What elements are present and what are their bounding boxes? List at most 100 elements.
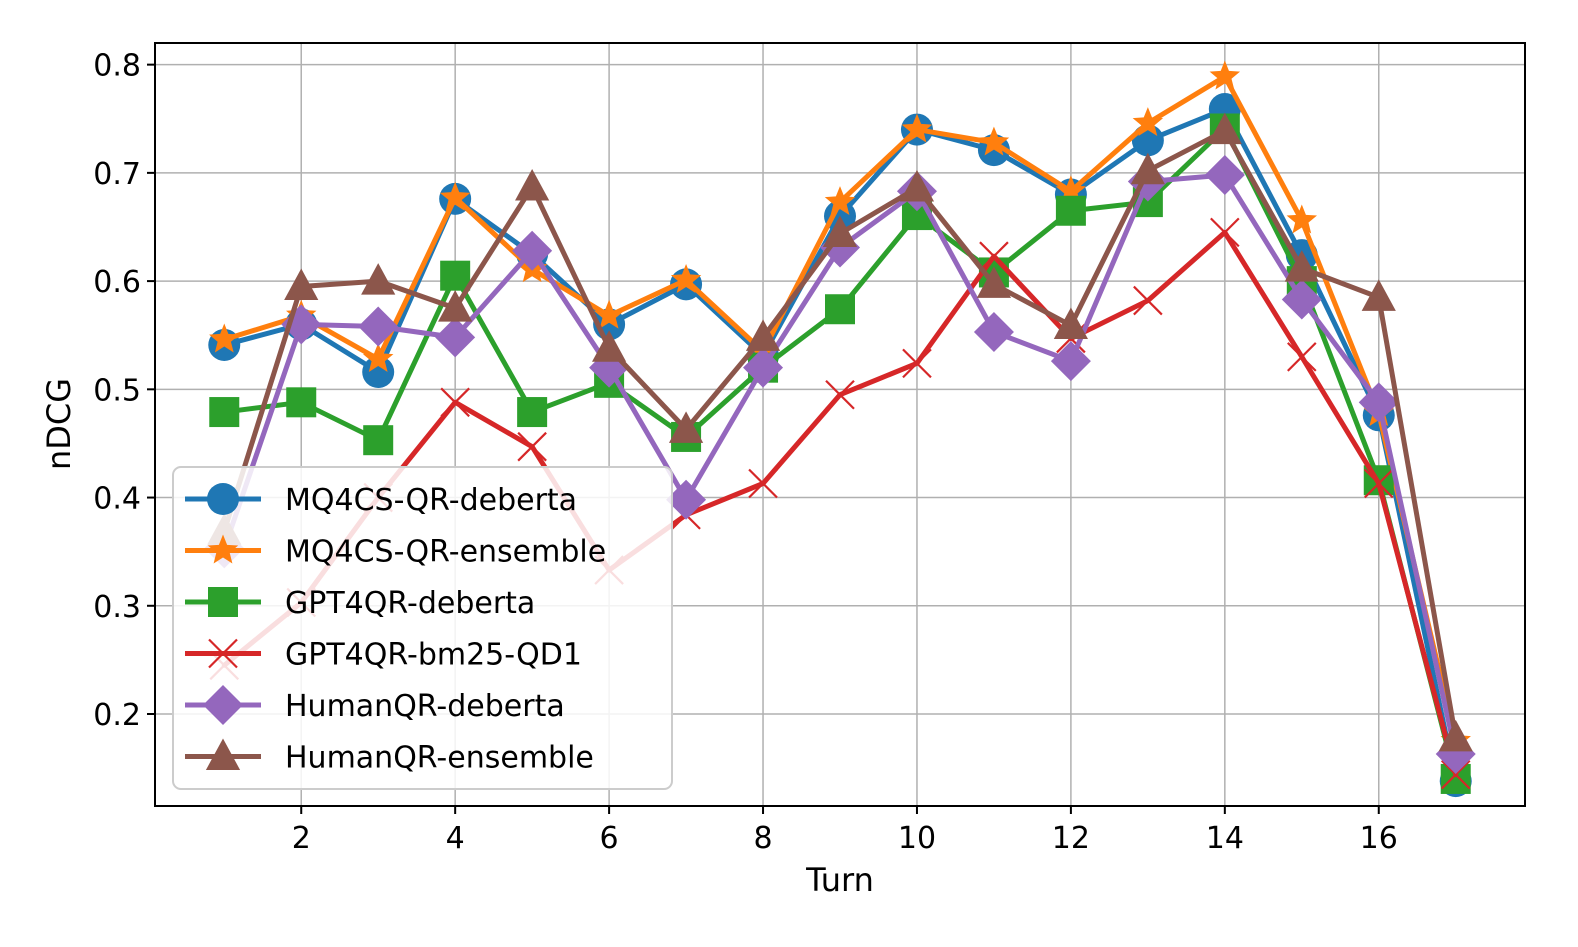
axis-ticks: 2 4 6 8 10 12 14 16 0.2 0.3 0.4 0.5 0.6 0.7 0.8 [93, 49, 1398, 856]
legend-marker [203, 685, 243, 725]
data-point [668, 411, 704, 443]
data-point [1209, 60, 1241, 90]
data-point [1210, 217, 1240, 248]
data-point [1053, 307, 1088, 339]
legend-box [172, 466, 673, 790]
data-point [517, 397, 548, 428]
data-point [1050, 341, 1091, 382]
y-tick-label: 0.8 [93, 49, 141, 84]
data-point [825, 379, 855, 410]
y-tick-label: 0.4 [93, 482, 141, 517]
data-point [440, 260, 471, 291]
data-point [435, 317, 476, 358]
data-point [362, 356, 395, 389]
data-point [286, 387, 317, 418]
data-point [1284, 250, 1319, 282]
data-point [1207, 112, 1242, 145]
data-point [1055, 175, 1087, 205]
data-point [358, 306, 399, 347]
legend-marker [207, 483, 239, 515]
legend-label: MQ4CS-QR-ensemble [285, 535, 606, 570]
data-point [825, 294, 855, 325]
data-point [363, 425, 394, 456]
plot-frame [154, 42, 1526, 807]
x-tick-label: 4 [446, 821, 465, 856]
x-tick-label: 16 [1360, 821, 1398, 856]
data-point [515, 168, 550, 201]
legend-item-HumanQR-deberta[interactable]: HumanQR-deberta [185, 685, 565, 725]
x-tick-label: 6 [600, 821, 619, 856]
data-point [209, 397, 240, 428]
data-point [899, 170, 935, 202]
legend-marker [208, 587, 238, 617]
data-point [593, 299, 625, 329]
data-point [439, 181, 471, 211]
data-point [1286, 204, 1318, 234]
data-point [438, 290, 473, 322]
data-point [1133, 285, 1163, 316]
legend-item-MQ4CS-QR-deberta[interactable]: MQ4CS-QR-deberta [185, 483, 577, 518]
series-HumanQR-ensemble [207, 112, 1473, 752]
data-point [973, 311, 1014, 352]
data-point [1358, 382, 1399, 423]
y-tick-label: 0.3 [93, 590, 141, 625]
x-tick-label: 8 [753, 821, 772, 856]
x-axis-label: Turn [805, 861, 874, 899]
data-point [517, 431, 547, 462]
legend-item-GPT4QR-bm25-QD1[interactable]: GPT4QR-bm25-QD1 [185, 638, 582, 673]
data-point [284, 268, 319, 301]
legend-item-HumanQR-ensemble[interactable]: HumanQR-ensemble [185, 738, 594, 776]
data-point [592, 330, 627, 362]
data-point [512, 230, 553, 271]
series-layer [204, 60, 1476, 798]
data-point [976, 266, 1012, 298]
data-point [1287, 342, 1317, 372]
data-point [1363, 468, 1394, 499]
data-point [361, 263, 396, 295]
legend-item-GPT4QR-deberta[interactable]: GPT4QR-deberta [185, 586, 535, 621]
legend-marker [207, 534, 239, 564]
data-point [440, 387, 470, 418]
data-point [1130, 152, 1165, 185]
legend-label: HumanQR-deberta [285, 689, 565, 724]
y-tick-label: 0.7 [93, 157, 141, 192]
data-point [209, 323, 240, 353]
y-tick-label: 0.6 [93, 265, 141, 300]
legend-label: HumanQR-ensemble [285, 741, 594, 776]
data-point [901, 113, 933, 143]
data-point [1438, 719, 1473, 752]
legend-label: GPT4QR-bm25-QD1 [285, 638, 582, 673]
y-tick-label: 0.5 [93, 373, 141, 408]
data-point [1204, 155, 1245, 196]
y-axis-label: nDCG [40, 378, 78, 470]
data-point [745, 319, 781, 351]
data-point [824, 186, 856, 216]
legend-label: MQ4CS-QR-deberta [285, 483, 577, 518]
data-point [1132, 107, 1164, 137]
data-point [362, 343, 394, 372]
data-point [666, 479, 707, 520]
data-point [1055, 195, 1086, 226]
x-tick-label: 2 [292, 821, 311, 856]
legend-marker [205, 738, 241, 770]
data-point [748, 468, 778, 499]
x-tick-label: 12 [1052, 821, 1090, 856]
data-point [822, 215, 858, 247]
data-point [1440, 759, 1471, 790]
legend-marker [208, 638, 238, 669]
x-tick-label: 14 [1206, 821, 1244, 856]
x-tick-label: 10 [898, 821, 936, 856]
y-tick-label: 0.2 [93, 698, 141, 733]
legend[interactable]: MQ4CS-QR-deberta MQ4CS-QR-ensemble GPT4QR-… [172, 466, 673, 790]
data-point [902, 348, 932, 379]
series-GPT4QR-bm25-QD1 [209, 217, 1471, 790]
legend-label: GPT4QR-deberta [285, 586, 535, 621]
data-point [743, 347, 784, 388]
data-point [1361, 279, 1396, 311]
data-point [978, 126, 1010, 156]
data-point [670, 264, 702, 293]
data-point [979, 241, 1009, 271]
legend-item-MQ4CS-QR-ensemble[interactable]: MQ4CS-QR-ensemble [185, 534, 606, 570]
data-point [1281, 279, 1322, 320]
